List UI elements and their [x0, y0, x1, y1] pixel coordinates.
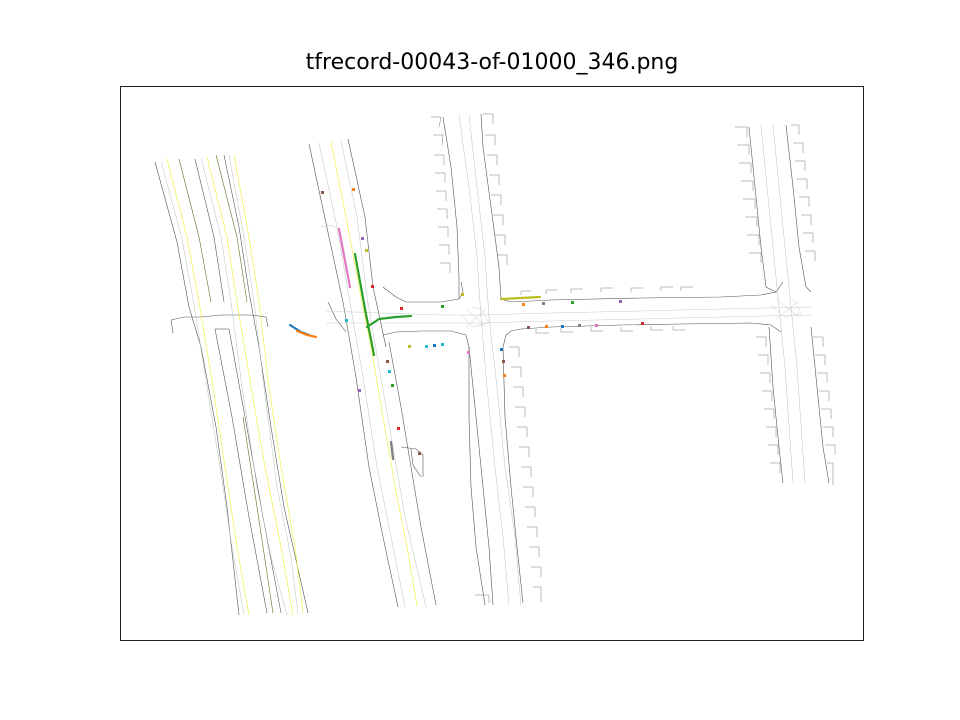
agent-marker [408, 345, 411, 348]
agent-marker [503, 374, 506, 377]
green-trajectory-a [353, 252, 376, 357]
agent-marker [542, 302, 545, 305]
yellow-trajectory [499, 295, 542, 301]
pink-trajectory [337, 227, 352, 289]
agent-marker [365, 249, 368, 252]
figure-title: tfrecord-00043-of-01000_346.png [305, 50, 679, 75]
intersection-crosswalk-left [460, 306, 490, 328]
agent-marker [441, 343, 444, 346]
agent-marker [386, 360, 389, 363]
connector-road-edges [382, 281, 784, 606]
agent-marker [522, 303, 525, 306]
agent-marker [358, 389, 361, 392]
gray-trajectory [389, 440, 395, 461]
agent-marker [500, 348, 503, 351]
agent-trajectories [288, 227, 542, 461]
agent-marker [545, 325, 548, 328]
agent-marker [571, 301, 574, 304]
connector-road-lane-centers [325, 306, 812, 324]
center-road-lane-yellow [330, 141, 418, 607]
agent-marker [391, 384, 394, 387]
agent-marker [461, 293, 464, 296]
agent-marker [641, 322, 644, 325]
agent-marker [561, 325, 564, 328]
agent-marker [595, 324, 598, 327]
right-street-parking [735, 124, 836, 485]
agent-markers [321, 188, 644, 455]
agent-marker [388, 370, 391, 373]
agent-marker [441, 305, 444, 308]
agent-marker [397, 427, 400, 430]
center-road-edges [308, 138, 437, 608]
right-street-edges [748, 124, 830, 484]
agent-marker [345, 319, 348, 322]
map-frame [120, 86, 864, 641]
agent-marker [502, 360, 505, 363]
middle-street-parking-left [431, 116, 451, 273]
agent-marker [352, 188, 355, 191]
agent-marker [578, 324, 581, 327]
green-trajectory-b [365, 314, 413, 329]
center-road-lane-centers [318, 140, 427, 608]
agent-marker [321, 191, 324, 194]
highway-lane-centers [160, 154, 299, 616]
middle-street-lane-centers [458, 114, 522, 606]
agent-marker [425, 345, 428, 348]
horizontal-road-parking [520, 286, 693, 334]
agent-marker [433, 344, 436, 347]
highway-lane-yellow [166, 154, 304, 616]
agent-marker [418, 452, 421, 455]
agent-marker [467, 351, 470, 354]
agent-marker [371, 285, 374, 288]
road-map [154, 113, 836, 616]
agent-marker [619, 300, 622, 303]
right-street-lane-centers [760, 124, 806, 484]
agent-marker [361, 237, 364, 240]
agent-marker [400, 307, 403, 310]
agent-marker [527, 326, 530, 329]
middle-street-parking-right [475, 113, 542, 603]
highway-lane-olive [178, 154, 274, 614]
middle-street-edges [442, 113, 502, 606]
orange-trajectory [295, 329, 318, 339]
